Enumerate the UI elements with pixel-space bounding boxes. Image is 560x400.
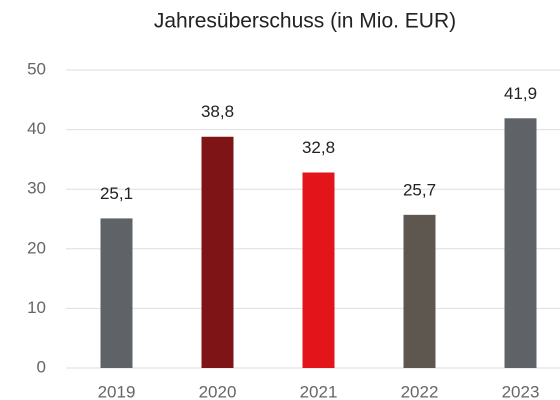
x-tick-label: 2019: [98, 382, 136, 400]
y-tick-label: 10: [27, 298, 46, 317]
x-tick-label: 2020: [199, 382, 237, 400]
y-tick-label: 0: [37, 357, 46, 376]
data-label: 32,8: [302, 138, 335, 157]
chart-title: Jahresüberschuss (in Mio. EUR): [154, 10, 456, 33]
data-label: 25,1: [100, 184, 133, 203]
x-tick-label: 2022: [401, 382, 439, 400]
y-tick-label: 50: [27, 59, 46, 78]
bar: [403, 214, 436, 368]
y-tick-label: 30: [27, 179, 46, 198]
data-label: 38,8: [201, 102, 234, 121]
data-label: 41,9: [504, 84, 537, 103]
bar: [302, 172, 335, 368]
y-tick-label: 20: [27, 238, 46, 257]
bar: [100, 218, 133, 368]
x-tick-label: 2023: [502, 382, 540, 400]
y-tick-label: 40: [27, 119, 46, 138]
x-tick-label: 2021: [300, 382, 338, 400]
bar: [201, 136, 234, 368]
data-label: 25,7: [403, 180, 436, 199]
bar: [504, 118, 537, 368]
